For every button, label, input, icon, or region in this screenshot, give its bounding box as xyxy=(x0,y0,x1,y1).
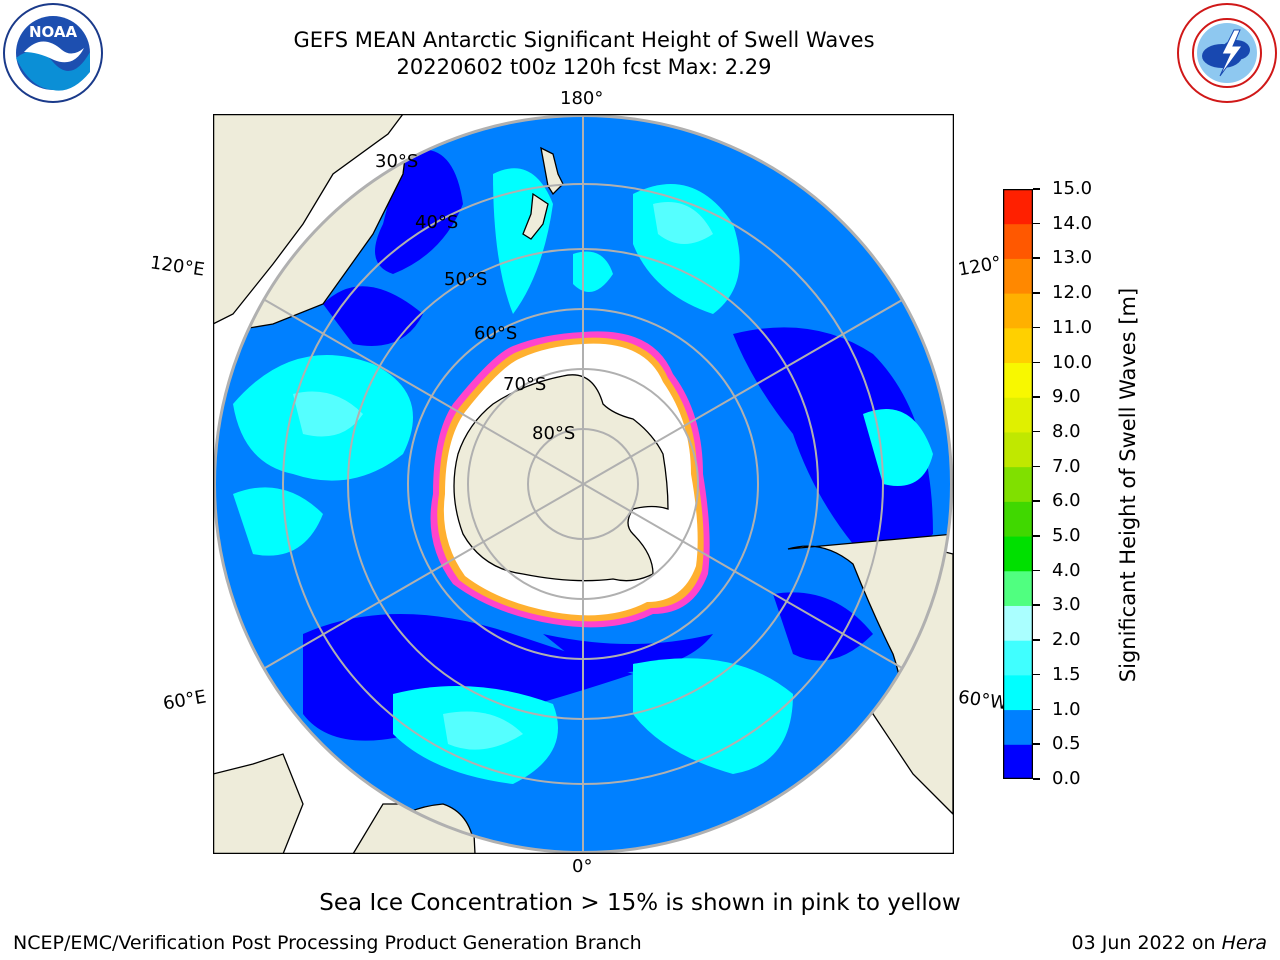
colorbar-tick-mark xyxy=(1033,673,1040,676)
colorbar-segment xyxy=(1003,536,1033,572)
colorbar-tick-label: 13.0 xyxy=(1052,247,1093,269)
colorbar xyxy=(1003,189,1033,779)
colorbar-tick-label: 5.0 xyxy=(1052,525,1081,547)
colorbar-tick-label: 12.0 xyxy=(1052,282,1093,304)
colorbar-segment xyxy=(1003,744,1033,779)
colorbar-segment xyxy=(1003,293,1033,329)
colorbar-label: Significant Height of Swell Waves [m] xyxy=(1116,287,1140,683)
colorbar-segment xyxy=(1003,674,1033,711)
lat-label-40s: 40°S xyxy=(415,212,459,233)
colorbar-tick-mark xyxy=(1033,292,1040,294)
footer-date-text: 03 Jun 2022 on xyxy=(1071,932,1222,954)
colorbar-tick-mark xyxy=(1033,465,1040,468)
colorbar-tick-mark xyxy=(1033,361,1040,364)
colorbar-tick-label: 9.0 xyxy=(1052,386,1081,408)
colorbar-tick-label: 4.0 xyxy=(1052,559,1081,581)
colorbar-segment xyxy=(1003,605,1033,641)
colorbar-segment xyxy=(1003,397,1033,433)
colorbar-tick-mark xyxy=(1033,257,1040,259)
sea-ice-note: Sea Ice Concentration > 15% is shown in … xyxy=(319,890,961,916)
lon-label-120e: 120°E xyxy=(148,252,206,281)
colorbar-tick-mark xyxy=(1033,188,1040,190)
footer-date: 03 Jun 2022 on Hera xyxy=(1072,932,1267,954)
colorbar-tick-mark xyxy=(1033,604,1040,606)
colorbar-segment xyxy=(1003,327,1033,364)
lon-label-180: 180° xyxy=(560,88,604,109)
lat-label-80s: 80°S xyxy=(532,423,576,444)
lon-label-60e: 60°E xyxy=(161,686,208,715)
colorbar-tick-mark xyxy=(1033,222,1040,225)
colorbar-tick-mark xyxy=(1033,326,1040,329)
colorbar-segment xyxy=(1003,501,1033,537)
noaa-logo: NOAA xyxy=(3,3,103,103)
chart-title: GEFS MEAN Antarctic Significant Height o… xyxy=(293,28,875,52)
lon-label-60w: 60°W xyxy=(956,686,1009,715)
swell-peak-areas xyxy=(293,202,713,750)
colorbar-tick-label: 1.5 xyxy=(1052,663,1081,685)
colorbar-tick-label: 0.0 xyxy=(1052,768,1081,789)
colorbar-segment xyxy=(1003,431,1033,468)
colorbar-tick-mark xyxy=(1033,708,1040,711)
chart-subtitle: 20220602 t00z 120h fcst Max: 2.29 xyxy=(396,55,772,79)
colorbar-segment xyxy=(1003,466,1033,502)
colorbar-tick-mark xyxy=(1033,396,1040,398)
colorbar-segment xyxy=(1003,640,1033,676)
colorbar-segment xyxy=(1003,258,1033,294)
lat-label-50s: 50°S xyxy=(444,269,488,290)
colorbar-tick-label: 1.0 xyxy=(1052,698,1081,720)
colorbar-segment xyxy=(1003,570,1033,606)
colorbar-tick-mark xyxy=(1033,500,1040,502)
colorbar-tick-label: 2.0 xyxy=(1052,629,1081,651)
colorbar-tick-mark xyxy=(1033,743,1040,745)
colorbar-tick-mark xyxy=(1033,639,1040,641)
polar-map xyxy=(213,114,954,854)
colorbar-segment xyxy=(1003,223,1033,259)
colorbar-segment xyxy=(1003,189,1033,225)
colorbar-tick-label: 8.0 xyxy=(1052,420,1081,442)
colorbar-tick-label: 15.0 xyxy=(1052,178,1093,199)
colorbar-tick-label: 0.5 xyxy=(1052,733,1081,755)
lat-label-30s: 30°S xyxy=(375,151,419,172)
lon-label-0: 0° xyxy=(572,856,593,877)
colorbar-tick-label: 14.0 xyxy=(1052,212,1093,234)
colorbar-tick-label: 3.0 xyxy=(1052,594,1081,616)
nws-logo xyxy=(1177,3,1277,103)
colorbar-tick-label: 11.0 xyxy=(1052,316,1093,338)
noaa-logo-text: NOAA xyxy=(29,23,78,41)
lon-label-120w: 120° xyxy=(956,252,1003,281)
colorbar-tick-label: 10.0 xyxy=(1052,351,1093,373)
footer-credit: NCEP/EMC/Verification Post Processing Pr… xyxy=(13,932,642,954)
outer-land xyxy=(213,114,954,854)
colorbar-tick-mark xyxy=(1033,535,1040,537)
colorbar-tick-mark xyxy=(1033,778,1040,780)
lat-label-70s: 70°S xyxy=(503,374,547,395)
colorbar-tick-mark xyxy=(1033,430,1040,433)
colorbar-segment xyxy=(1003,362,1033,398)
colorbar-tick-label: 7.0 xyxy=(1052,455,1081,477)
colorbar-tick-label: 6.0 xyxy=(1052,490,1081,512)
lat-label-60s: 60°S xyxy=(474,323,518,344)
colorbar-segment xyxy=(1003,709,1033,745)
footer-host: Hera xyxy=(1221,932,1267,954)
colorbar-tick-mark xyxy=(1033,569,1040,572)
